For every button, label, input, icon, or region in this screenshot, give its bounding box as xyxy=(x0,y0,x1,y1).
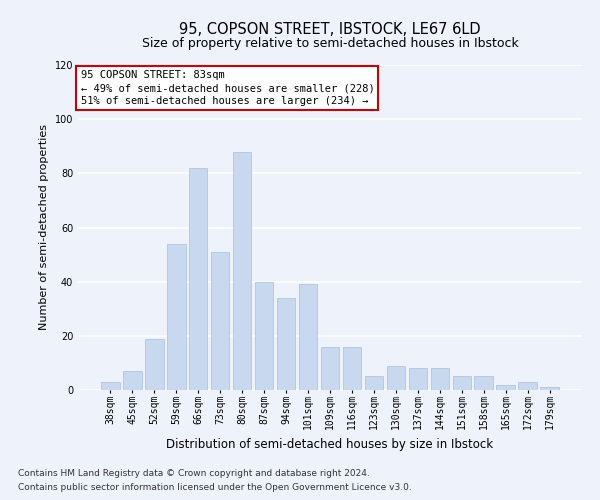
Bar xyxy=(167,244,185,390)
Bar xyxy=(343,346,361,390)
Bar xyxy=(365,376,383,390)
Y-axis label: Number of semi-detached properties: Number of semi-detached properties xyxy=(39,124,49,330)
Bar xyxy=(145,338,164,390)
Text: 95 COPSON STREET: 83sqm
← 49% of semi-detached houses are smaller (228)
51% of s: 95 COPSON STREET: 83sqm ← 49% of semi-de… xyxy=(80,70,374,106)
Bar xyxy=(101,382,119,390)
Text: 95, COPSON STREET, IBSTOCK, LE67 6LD: 95, COPSON STREET, IBSTOCK, LE67 6LD xyxy=(179,22,481,38)
Text: Size of property relative to semi-detached houses in Ibstock: Size of property relative to semi-detach… xyxy=(142,38,518,51)
Bar xyxy=(189,168,208,390)
Bar xyxy=(299,284,317,390)
Bar xyxy=(211,252,229,390)
Bar xyxy=(320,346,340,390)
Bar xyxy=(277,298,295,390)
Bar xyxy=(475,376,493,390)
Bar xyxy=(496,384,515,390)
X-axis label: Distribution of semi-detached houses by size in Ibstock: Distribution of semi-detached houses by … xyxy=(166,438,494,451)
Bar xyxy=(431,368,449,390)
Bar xyxy=(541,388,559,390)
Bar xyxy=(255,282,274,390)
Bar xyxy=(409,368,427,390)
Bar xyxy=(123,371,142,390)
Text: Contains public sector information licensed under the Open Government Licence v3: Contains public sector information licen… xyxy=(18,484,412,492)
Bar xyxy=(452,376,471,390)
Bar xyxy=(233,152,251,390)
Bar xyxy=(518,382,537,390)
Bar xyxy=(386,366,405,390)
Text: Contains HM Land Registry data © Crown copyright and database right 2024.: Contains HM Land Registry data © Crown c… xyxy=(18,468,370,477)
